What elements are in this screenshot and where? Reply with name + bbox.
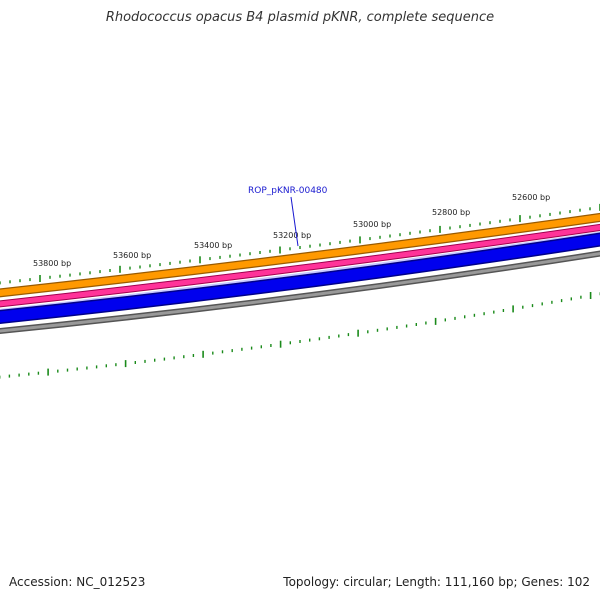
inner-tick-marks [0, 292, 600, 379]
gene-label[interactable]: ROP_pKNR-00480 [248, 186, 328, 196]
accession-text: Accession: NC_012523 [9, 575, 146, 589]
tick-label-53000: 53000 bp [353, 220, 391, 229]
tick-label-53600: 53600 bp [113, 251, 151, 260]
tick-label-52800: 52800 bp [432, 208, 470, 217]
topology-stats-text: Topology: circular; Length: 111,160 bp; … [283, 575, 590, 589]
blue-feature-ring-fill [0, 233, 600, 323]
gene-label-leader-line [290, 196, 299, 247]
tick-label-53800: 53800 bp [33, 259, 71, 268]
lavender-gap-ring [0, 231, 600, 311]
magenta-feature-ring-fill [0, 224, 600, 307]
tick-label-53200: 53200 bp [273, 231, 311, 240]
outer-tick-marks [0, 203, 600, 285]
tick-label-52600: 52600 bp [512, 193, 550, 202]
gray-backbone-ring-fill [0, 252, 600, 333]
tick-label-53400: 53400 bp [194, 241, 232, 250]
map-title: Rhodococcus opacus B4 plasmid pKNR, comp… [105, 10, 495, 25]
orange-feature-ring-fill [0, 214, 600, 297]
